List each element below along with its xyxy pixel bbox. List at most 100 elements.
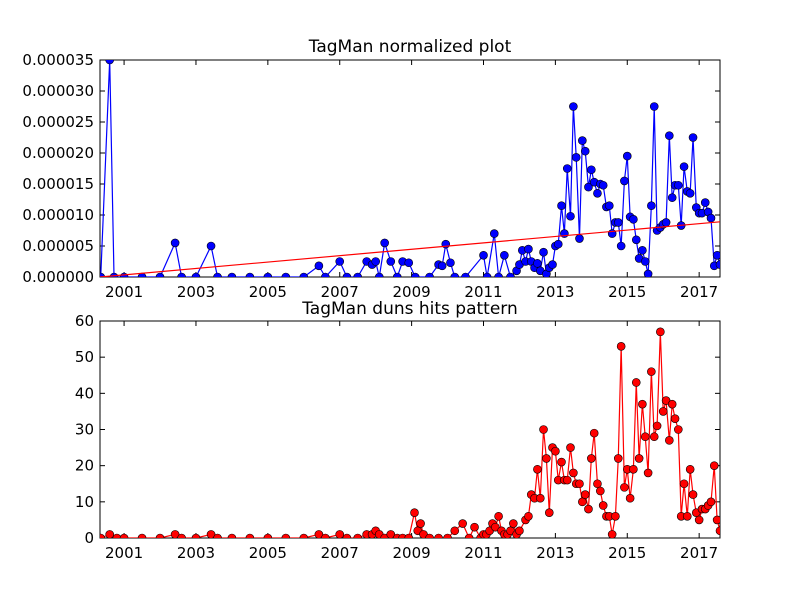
data-point	[533, 464, 542, 474]
data-point	[458, 519, 467, 528]
data-point	[410, 508, 419, 517]
data-point	[544, 508, 554, 517]
data-point	[314, 261, 324, 271]
data-point	[685, 189, 695, 198]
data-point	[652, 421, 662, 431]
data-point	[137, 533, 147, 538]
data-point	[416, 519, 425, 528]
data-point	[647, 201, 656, 210]
data-point	[100, 533, 106, 538]
y-tick-label: 10	[75, 493, 94, 511]
data-point	[353, 533, 362, 538]
data-point	[667, 399, 677, 409]
trend-line	[100, 221, 720, 277]
data-point	[715, 260, 720, 269]
x-tick-label: 2003	[177, 544, 215, 562]
data-point	[321, 272, 330, 277]
data-point	[629, 464, 638, 474]
data-point	[557, 201, 566, 210]
data-point	[620, 176, 629, 186]
data-point	[137, 272, 147, 277]
data-point	[386, 530, 396, 538]
x-tick-label: 2015	[608, 544, 646, 562]
data-point	[596, 486, 605, 496]
data-point	[638, 246, 647, 255]
data-point	[625, 493, 635, 503]
x-tick-label: 2009	[393, 544, 431, 562]
data-point	[611, 511, 620, 521]
y-tick-label: 40	[75, 384, 94, 402]
x-tick-label: 2007	[321, 283, 359, 301]
data-point	[245, 533, 255, 538]
data-point	[155, 533, 165, 538]
data-point	[170, 238, 180, 248]
data-point	[685, 464, 695, 474]
data-point	[170, 530, 180, 538]
data-point	[461, 272, 470, 277]
x-tick-label: 2001	[105, 544, 143, 562]
plot-frame	[99, 320, 721, 539]
data-point	[206, 241, 216, 251]
data-point	[206, 530, 216, 538]
x-tick-label: 2005	[249, 283, 287, 301]
data-point	[551, 446, 560, 456]
data-point	[479, 251, 488, 260]
y-tick-label: 0.000020	[22, 144, 94, 162]
data-point	[584, 504, 593, 514]
data-point	[712, 251, 720, 260]
data-point	[571, 153, 581, 162]
data-point	[213, 533, 222, 538]
chart-title: TagMan normalized plot	[308, 37, 512, 57]
data-point	[299, 533, 309, 538]
data-point	[553, 239, 563, 249]
data-point	[227, 533, 237, 538]
data-point	[629, 215, 638, 224]
plot-frame	[99, 59, 721, 278]
data-point	[100, 272, 106, 277]
data-point	[155, 272, 165, 277]
x-tick-label: 2013	[536, 283, 574, 301]
data-point	[353, 272, 362, 277]
data-point	[682, 511, 692, 521]
data-point	[634, 454, 644, 463]
data-point	[470, 522, 479, 532]
data-point	[638, 399, 647, 409]
data-point	[593, 189, 602, 198]
plot-area	[100, 327, 720, 538]
x-tick-label: 2007	[321, 544, 359, 562]
data-point	[386, 257, 396, 266]
data-point	[688, 133, 698, 142]
data-point	[342, 272, 352, 277]
data-point	[661, 218, 671, 227]
data-point	[443, 533, 452, 538]
data-point	[494, 272, 503, 277]
data-point	[658, 407, 668, 416]
y-tick-label: 60	[75, 312, 94, 330]
data-point	[667, 193, 677, 202]
data-point	[177, 272, 186, 277]
data-point	[404, 533, 414, 538]
data-point	[631, 235, 641, 245]
data-point	[640, 257, 650, 266]
plot-area	[100, 60, 720, 277]
x-tick-label: 2017	[680, 544, 718, 562]
data-point	[437, 261, 447, 271]
data-point	[524, 511, 533, 521]
data-point	[548, 260, 557, 269]
data-point	[712, 515, 720, 525]
data-point	[616, 241, 626, 251]
data-point	[371, 257, 380, 266]
data-point	[566, 211, 575, 221]
x-tick-label: 2003	[177, 283, 215, 301]
data-point	[622, 151, 632, 161]
data-point	[450, 526, 460, 536]
chart-title: TagMan duns hits pattern	[301, 299, 518, 319]
data-layer	[100, 327, 720, 538]
y-tick-label: 0.000025	[22, 113, 94, 131]
data-point	[263, 533, 273, 538]
hits-pattern-plot: TagMan duns hits pattern 2001 2003 2005 200…	[75, 299, 721, 562]
data-point	[177, 533, 186, 538]
x-tick-label: 2013	[536, 544, 574, 562]
x-tick-label: 2011	[464, 544, 502, 562]
